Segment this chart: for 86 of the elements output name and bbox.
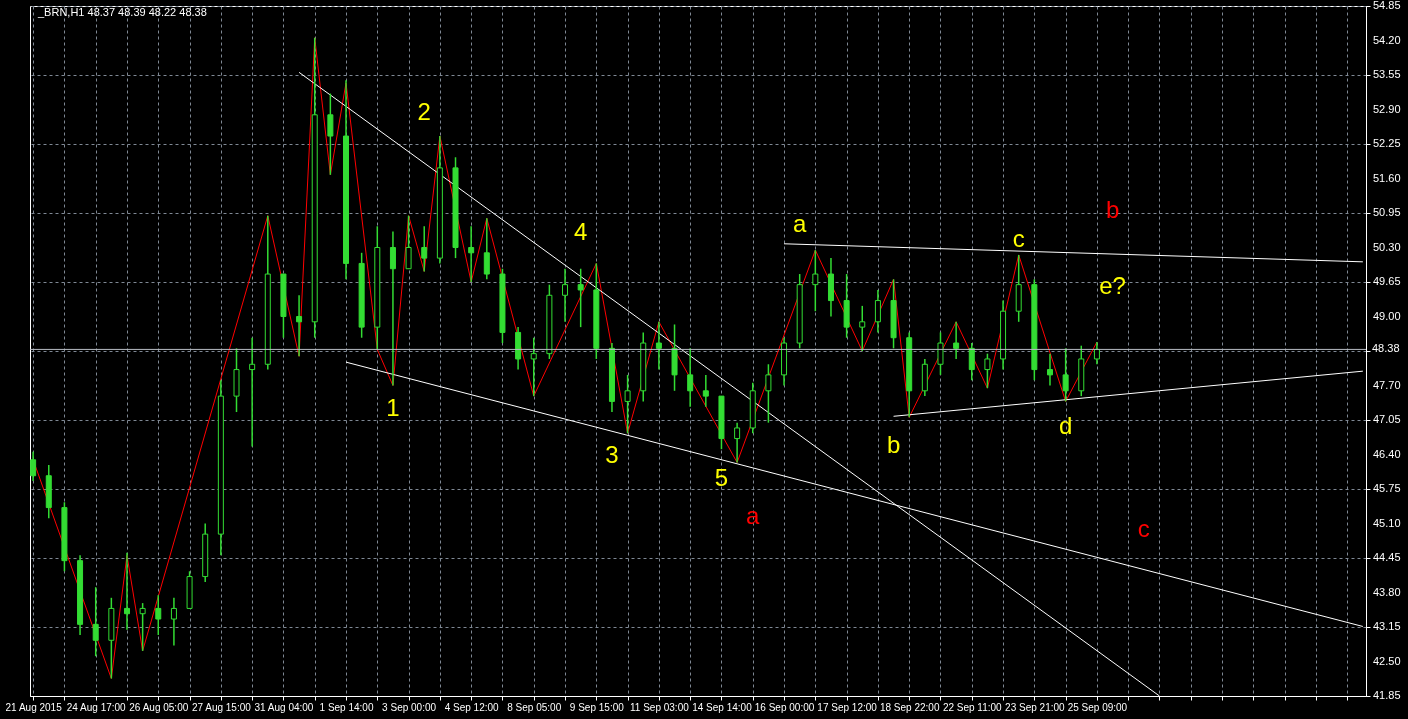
x-tick-label: 16 Sep 00:00 xyxy=(754,701,815,713)
x-tick-label: 23 Sep 21:00 xyxy=(1005,701,1066,713)
candlestick xyxy=(812,249,819,312)
annotation: a xyxy=(746,501,761,529)
annotation: b xyxy=(1105,195,1120,223)
chart-title: _BRN,H1 48.37 48.39 48.22 48.38 xyxy=(37,6,207,18)
candlestick xyxy=(1046,352,1053,387)
annotation: 1 xyxy=(386,394,400,422)
candlestick xyxy=(139,602,146,652)
candlestick xyxy=(468,225,475,283)
ref-line-label: 48.38 xyxy=(1372,342,1400,355)
candlestick xyxy=(984,352,991,389)
candlestick xyxy=(1062,347,1069,403)
y-tick-label: 53.55 xyxy=(1373,68,1401,80)
candlestick xyxy=(170,597,177,647)
candlestick xyxy=(953,321,960,360)
annotation: 3 xyxy=(605,441,619,469)
candlestick xyxy=(296,294,303,358)
annotation: e? xyxy=(1099,271,1126,299)
candlestick xyxy=(421,225,428,273)
x-tick-label: 24 Aug 17:00 xyxy=(66,701,127,713)
candlestick xyxy=(765,363,772,424)
x-tick-label: 25 Sep 09:00 xyxy=(1067,701,1128,713)
candlestick xyxy=(92,586,99,657)
candlestick xyxy=(327,92,334,176)
y-tick-label: 43.15 xyxy=(1373,620,1401,632)
candlestick xyxy=(624,374,631,435)
x-tick-label: 1 Sep 14:00 xyxy=(319,701,374,713)
annotation: c xyxy=(1137,514,1150,542)
annotation: 4 xyxy=(573,217,588,245)
candlestick xyxy=(1093,341,1100,366)
annotation: b xyxy=(886,431,901,459)
candlestick xyxy=(859,305,866,352)
y-tick-label: 52.90 xyxy=(1373,102,1401,115)
y-tick-label: 54.85 xyxy=(1373,0,1401,11)
candlestick xyxy=(655,321,662,371)
y-tick-label: 43.80 xyxy=(1373,585,1401,598)
y-tick-label: 44.45 xyxy=(1373,551,1401,563)
y-tick-label: 45.10 xyxy=(1373,516,1401,529)
candlestick xyxy=(405,214,412,270)
candlestick xyxy=(483,217,490,281)
x-tick-label: 4 Sep 12:00 xyxy=(444,701,500,713)
annotation: d xyxy=(1058,411,1073,439)
candlestick xyxy=(702,374,709,408)
annotation: 5 xyxy=(714,464,729,492)
x-tick-label: 17 Sep 12:00 xyxy=(817,701,878,713)
candlestick xyxy=(562,267,569,323)
y-tick-label: 47.70 xyxy=(1373,378,1401,391)
x-tick-label: 27 Aug 15:00 xyxy=(191,701,252,713)
y-tick-label: 50.95 xyxy=(1373,206,1401,218)
x-tick-label: 21 Aug 2015 xyxy=(5,701,63,713)
x-tick-label: 14 Sep 14:00 xyxy=(692,701,753,713)
candlestick xyxy=(155,594,162,636)
y-tick-label: 49.65 xyxy=(1373,275,1401,287)
x-tick-label: 3 Sep 00:00 xyxy=(382,701,437,713)
y-tick-label: 51.60 xyxy=(1373,171,1401,184)
candlestick xyxy=(937,331,944,376)
x-tick-label: 22 Sep 11:00 xyxy=(942,701,1003,713)
y-tick-label: 49.00 xyxy=(1373,309,1401,322)
candlestick xyxy=(123,551,130,631)
candlestick xyxy=(249,336,256,448)
candlestick xyxy=(389,230,396,387)
x-tick-label: 18 Sep 22:00 xyxy=(879,701,940,713)
x-tick-label: 8 Sep 05:00 xyxy=(507,701,562,713)
y-tick-label: 52.25 xyxy=(1373,137,1401,149)
x-tick-label: 26 Aug 05:00 xyxy=(129,701,189,713)
annotation: c xyxy=(1012,224,1025,252)
y-tick-label: 41.85 xyxy=(1373,689,1401,701)
candlestick xyxy=(687,347,694,408)
candlestick xyxy=(577,267,584,328)
x-tick-label: 31 Aug 04:00 xyxy=(254,701,314,713)
x-tick-label: 9 Sep 15:00 xyxy=(569,701,625,713)
y-tick-label: 50.30 xyxy=(1373,240,1401,253)
candlestick xyxy=(530,336,537,397)
y-tick-label: 45.75 xyxy=(1373,482,1401,494)
annotation: 2 xyxy=(417,98,431,126)
x-tick-label: 11 Sep 03:00 xyxy=(630,701,690,713)
y-tick-label: 54.20 xyxy=(1373,33,1401,46)
y-tick-label: 47.05 xyxy=(1373,413,1401,425)
candlestick xyxy=(30,451,37,482)
candlestick xyxy=(968,342,975,381)
y-tick-label: 46.40 xyxy=(1373,447,1401,460)
annotation: a xyxy=(793,209,808,237)
candlestick xyxy=(874,289,881,334)
candlestick xyxy=(734,421,741,464)
y-tick-label: 42.50 xyxy=(1373,654,1401,667)
